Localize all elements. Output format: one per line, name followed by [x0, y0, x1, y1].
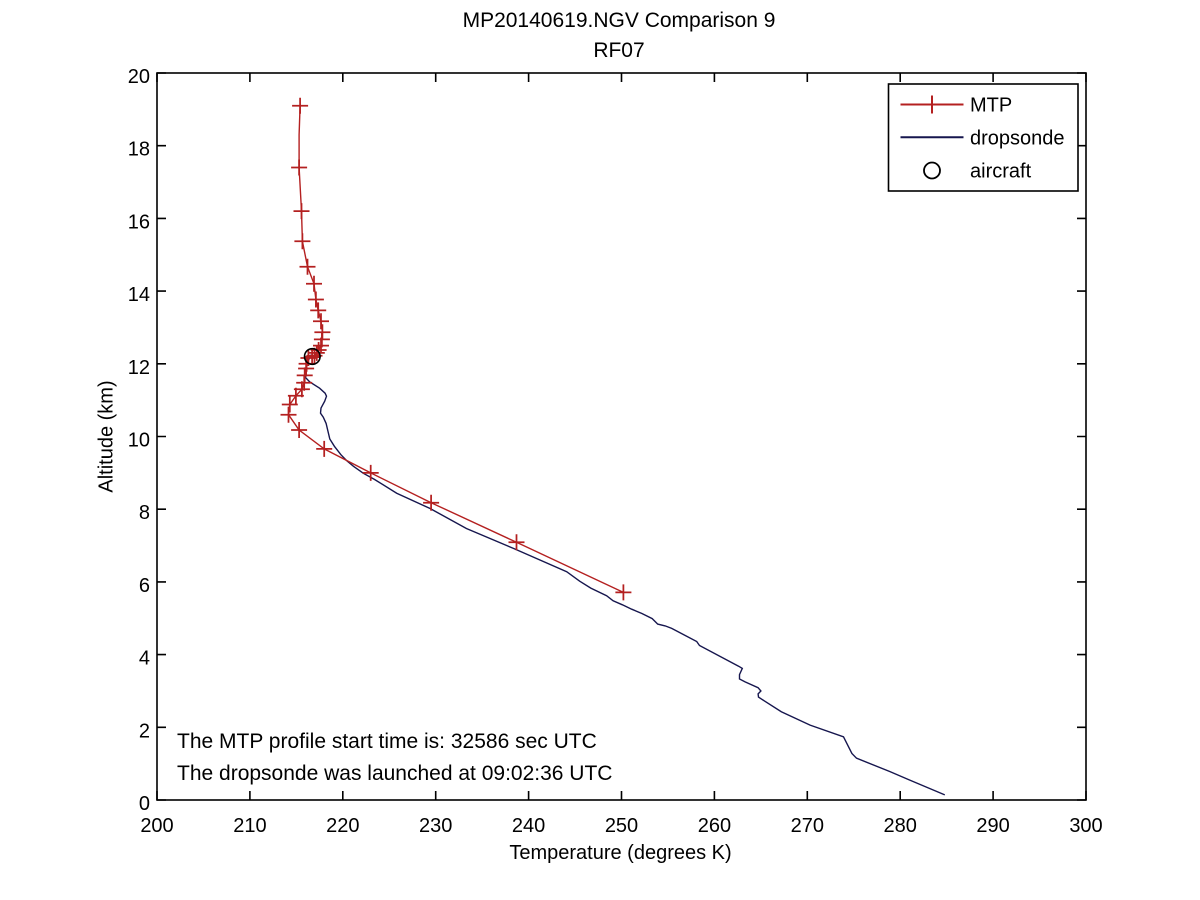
svg-text:18: 18 [128, 139, 150, 161]
svg-text:280: 280 [884, 815, 917, 837]
svg-text:8: 8 [139, 502, 150, 524]
svg-text:6: 6 [139, 575, 150, 597]
svg-text:250: 250 [605, 815, 638, 837]
svg-text:aircraft: aircraft [970, 161, 1032, 183]
svg-text:RF07: RF07 [593, 39, 644, 62]
svg-text:240: 240 [512, 815, 545, 837]
svg-text:4: 4 [139, 648, 150, 670]
svg-text:12: 12 [128, 357, 150, 379]
svg-text:200: 200 [140, 815, 173, 837]
svg-text:10: 10 [128, 430, 150, 452]
svg-text:290: 290 [976, 815, 1009, 837]
svg-text:210: 210 [233, 815, 266, 837]
svg-text:20: 20 [128, 66, 150, 88]
svg-text:220: 220 [326, 815, 359, 837]
svg-text:14: 14 [128, 284, 150, 306]
svg-text:300: 300 [1069, 815, 1102, 837]
svg-text:dropsonde: dropsonde [970, 127, 1065, 149]
svg-text:0: 0 [139, 793, 150, 815]
svg-text:260: 260 [698, 815, 731, 837]
svg-text:270: 270 [791, 815, 824, 837]
svg-text:The MTP profile start time is:: The MTP profile start time is: 32586 sec… [177, 730, 597, 753]
svg-text:Temperature (degrees K): Temperature (degrees K) [509, 842, 731, 864]
svg-text:16: 16 [128, 211, 150, 233]
svg-text:MP20140619.NGV Comparison 9: MP20140619.NGV Comparison 9 [463, 9, 776, 32]
svg-text:Altitude (km): Altitude (km) [96, 380, 118, 492]
svg-text:The dropsonde was launched at: The dropsonde was launched at 09:02:36 U… [177, 762, 612, 785]
svg-text:MTP: MTP [970, 95, 1012, 117]
svg-text:2: 2 [139, 720, 150, 742]
svg-text:230: 230 [419, 815, 452, 837]
